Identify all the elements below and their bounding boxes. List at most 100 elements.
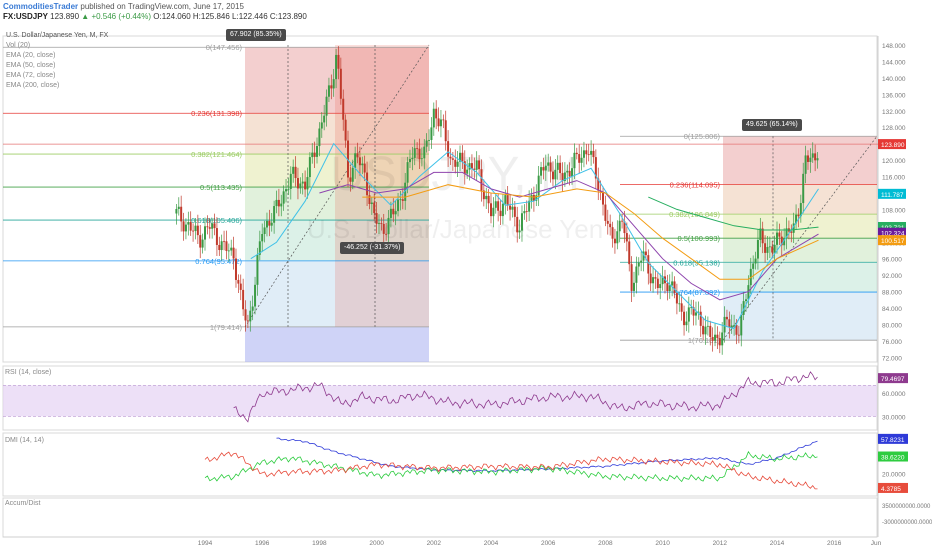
candle-body (509, 205, 512, 210)
candle-body (361, 163, 364, 166)
candle-body (771, 246, 774, 253)
author-name[interactable]: CommoditiesTrader (3, 2, 79, 11)
dmi-badge-bg (878, 482, 908, 493)
candle-body (454, 159, 457, 167)
candle-body (542, 167, 545, 171)
price-tick-label: 76.000 (882, 339, 902, 346)
candle-body (265, 220, 268, 228)
candle-body (363, 163, 366, 173)
candle-body (239, 283, 242, 290)
candle-body (463, 161, 466, 174)
dmi-badge-bg (878, 433, 908, 444)
dmi-plus-line (204, 450, 818, 483)
candle-body (385, 233, 388, 235)
candle-body (702, 325, 705, 335)
candle-body (206, 226, 209, 228)
candle-body (485, 195, 488, 200)
candle-body (370, 202, 373, 205)
candle-body (375, 213, 378, 224)
time-tick-label: 2000 (369, 540, 384, 547)
candle-body (520, 213, 523, 231)
candle-body (177, 206, 180, 209)
price-tick-label: 84.000 (882, 306, 902, 313)
dmi-badge-bg (878, 451, 908, 462)
measure-label-1[interactable]: 67.902 (85.35%) (226, 29, 286, 41)
candle-body (251, 306, 254, 311)
legend-item-ema72[interactable]: EMA (72, close) (6, 72, 56, 79)
candle-body (301, 181, 304, 184)
last-price: 123.890 (50, 12, 80, 21)
candle-body (175, 208, 178, 214)
candle-body (392, 208, 395, 215)
candle-body (470, 163, 473, 169)
candle-body (482, 190, 485, 200)
price-badge-label: 111.787 (881, 192, 904, 199)
candle-body (766, 247, 769, 253)
fib2-level-label: 0.236(114.095) (670, 180, 721, 189)
time-tick-label: 2014 (770, 540, 785, 547)
candle-body (447, 141, 450, 157)
candle-body (373, 202, 376, 214)
candle-body (618, 220, 621, 232)
candle-body (563, 172, 566, 181)
fib2-zone (723, 214, 877, 239)
candle-body (223, 241, 226, 243)
candle-body (711, 336, 714, 341)
candle-body (215, 228, 218, 245)
fib2-level-label: 0(125.806) (684, 132, 721, 141)
legend-item-vol[interactable]: Vol (20) (6, 42, 31, 49)
fib2-level-label: 0.764(87.892) (673, 288, 720, 297)
candle-body (523, 211, 526, 214)
candle-body (358, 157, 361, 166)
candle-body (347, 140, 349, 178)
candle-body (354, 153, 357, 168)
candle-body (628, 241, 631, 265)
candle-body (756, 239, 759, 259)
candle-body (675, 293, 678, 304)
watermark-name: U.S. Dollar/Japanese Yen (307, 214, 603, 244)
candle-body (366, 172, 369, 196)
dmi-badge-label: 4.3785 (881, 486, 901, 493)
candle-body (652, 277, 655, 284)
candle-body (377, 223, 380, 224)
candle-body (330, 85, 333, 89)
measure-label-3[interactable]: 49.625 (65.14%) (742, 119, 802, 131)
candle-body (714, 334, 717, 341)
symbol[interactable]: FX:USDJPY (3, 12, 48, 21)
candle-body (799, 203, 802, 217)
legend-item-ema200[interactable]: EMA (200, close) (6, 82, 60, 89)
candle-body (609, 223, 612, 228)
candle-body (478, 160, 481, 170)
candle-body (180, 206, 183, 222)
candle-body (725, 316, 728, 320)
candle-body (408, 159, 411, 163)
legend-item-ema50[interactable]: EMA (50, close) (6, 62, 56, 69)
candle-body (242, 289, 245, 310)
legend-item-ema20[interactable]: EMA (20, close) (6, 52, 56, 59)
rsi-title: RSI (14, close) (5, 369, 52, 376)
candle-body (254, 284, 257, 307)
candle-body (728, 319, 731, 328)
trend-line-2 (722, 136, 878, 341)
candle-body (213, 223, 216, 229)
candle-body (349, 177, 352, 182)
price-tick-label: 108.000 (882, 207, 906, 214)
indicator-legend: U.S. Dollar/Japanese Yen, M, FX Vol (20)… (6, 31, 108, 91)
candle-body (490, 203, 492, 217)
candle-body (220, 241, 223, 251)
price-tick-label: 88.000 (882, 290, 902, 297)
candle-body (549, 162, 552, 172)
accum-tick-label: 3500000000.0000 (882, 504, 931, 510)
candle-body (659, 284, 662, 289)
candle-body (742, 301, 745, 315)
candle-body (237, 279, 240, 284)
time-tick-label: 2010 (655, 540, 670, 547)
candle-body (492, 207, 495, 217)
measure-label-2[interactable]: -46.252 (-31.37%) (340, 242, 405, 254)
candle-body (501, 203, 504, 217)
candle-body (737, 334, 740, 336)
candle-body (382, 223, 385, 234)
candle-body (428, 139, 431, 141)
